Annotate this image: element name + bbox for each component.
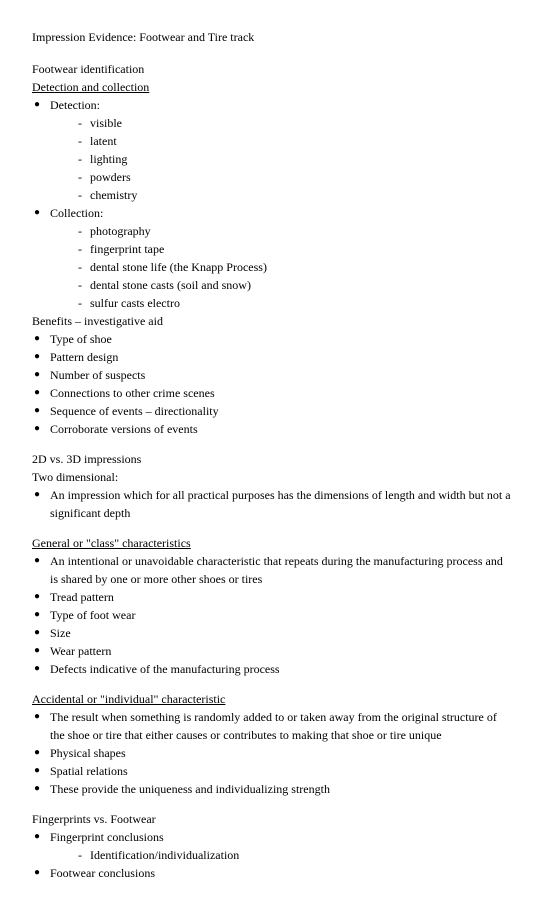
- bullet-item: Size: [32, 624, 512, 642]
- bullet-item: An intentional or unavoidable characteri…: [32, 552, 512, 588]
- dash-item: lighting: [50, 150, 512, 168]
- document-title: Impression Evidence: Footwear and Tire t…: [32, 28, 512, 46]
- bullet-item: Corroborate versions of events: [32, 420, 512, 438]
- bullet-detection: Detection: visible latent lighting powde…: [32, 96, 512, 204]
- dash-item: photography: [50, 222, 512, 240]
- bullet-text: Detection:: [50, 98, 100, 112]
- heading-benefits: Benefits – investigative aid: [32, 312, 512, 330]
- heading-footwear: Footwear identification: [32, 60, 512, 78]
- heading-detection-collection: Detection and collection: [32, 78, 512, 96]
- section-fingerprints-footwear: Fingerprints vs. Footwear Fingerprint co…: [32, 810, 512, 882]
- bullet-item: Number of suspects: [32, 366, 512, 384]
- bullet-item: Defects indicative of the manufacturing …: [32, 660, 512, 678]
- bullet-fingerprint-conclusions: Fingerprint conclusions Identification/i…: [32, 828, 512, 864]
- bullet-text: Collection:: [50, 206, 103, 220]
- dash-item: powders: [50, 168, 512, 186]
- dash-item: dental stone life (the Knapp Process): [50, 258, 512, 276]
- bullet-item: Physical shapes: [32, 744, 512, 762]
- bullet-item: The result when something is randomly ad…: [32, 708, 512, 744]
- dash-item: latent: [50, 132, 512, 150]
- dash-item: dental stone casts (soil and snow): [50, 276, 512, 294]
- bullet-item: These provide the uniqueness and individ…: [32, 780, 512, 798]
- dash-item: chemistry: [50, 186, 512, 204]
- section-accidental-individual: Accidental or "individual" characteristi…: [32, 690, 512, 798]
- bullet-item: Type of shoe: [32, 330, 512, 348]
- bullet-item: An impression which for all practical pu…: [32, 486, 512, 522]
- section-2d-3d: 2D vs. 3D impressions Two dimensional: A…: [32, 450, 512, 522]
- bullet-collection: Collection: photography fingerprint tape…: [32, 204, 512, 312]
- heading-fingerprints: Fingerprints vs. Footwear: [32, 810, 512, 828]
- bullet-item: Wear pattern: [32, 642, 512, 660]
- dash-item: visible: [50, 114, 512, 132]
- heading-two-dimensional: Two dimensional:: [32, 468, 512, 486]
- heading-2d3d: 2D vs. 3D impressions: [32, 450, 512, 468]
- bullet-item: Sequence of events – directionality: [32, 402, 512, 420]
- dash-item: sulfur casts electro: [50, 294, 512, 312]
- bullet-item: Pattern design: [32, 348, 512, 366]
- bullet-item: Type of foot wear: [32, 606, 512, 624]
- bullet-item: Spatial relations: [32, 762, 512, 780]
- heading-accidental: Accidental or "individual" characteristi…: [32, 690, 512, 708]
- dash-item: Identification/individualization: [50, 846, 512, 864]
- bullet-footwear-conclusions: Footwear conclusions: [32, 864, 512, 882]
- bullet-item: Connections to other crime scenes: [32, 384, 512, 402]
- section-general-class: General or "class" characteristics An in…: [32, 534, 512, 678]
- section-footwear-id: Footwear identification Detection and co…: [32, 60, 512, 438]
- heading-general: General or "class" characteristics: [32, 534, 512, 552]
- dash-item: fingerprint tape: [50, 240, 512, 258]
- bullet-item: Tread pattern: [32, 588, 512, 606]
- bullet-text: Fingerprint conclusions: [50, 830, 164, 844]
